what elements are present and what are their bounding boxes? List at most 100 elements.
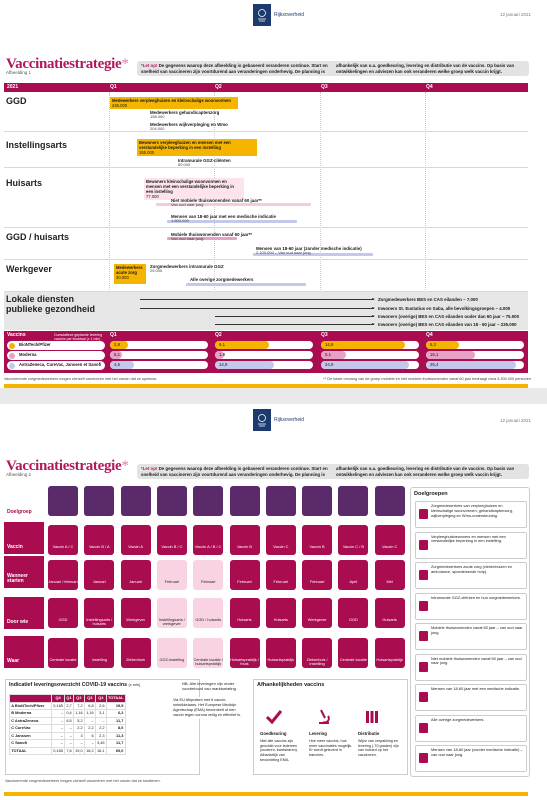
cell-vaccin: Vaccin B / C	[156, 525, 187, 555]
vaccine-pill: 2,8	[110, 341, 208, 349]
person-icon	[419, 600, 428, 611]
footer-right: ** De totale omvang van de groep mobiele…	[323, 377, 531, 381]
cell-waar: Centrale locatie	[48, 638, 78, 668]
cell-waar: GGZ-instelling	[156, 638, 187, 668]
row-label-ggd: GGD	[6, 96, 27, 106]
doelgroepen-panel: Doelgroepen Zorgmedewerkers van verpleeg…	[410, 487, 530, 777]
checkmark-icon	[265, 710, 283, 725]
cell-start: Januari / februari	[48, 560, 78, 590]
doelgroep-item: Zorgmedewerkers van verpleeghuizen en kl…	[415, 501, 527, 528]
cell-vaccin: Vaccin C / B	[338, 525, 369, 555]
page-title-2: Vaccinatiestrategie*	[6, 458, 129, 474]
vaccine-pill: 6,1	[110, 351, 208, 359]
vaccine-pill: 5,2	[426, 341, 524, 349]
cell-waar: Huisartspraktijk	[374, 638, 405, 668]
doelgroep-icon	[302, 486, 333, 516]
bar-ggd-3: Medewerkers wijkverpleging en Wmo 204.000	[150, 122, 228, 132]
table-row: A BioNTech/Pfizer 0,165 2,7 7,2 6,8 2,6 19,5	[9, 701, 126, 710]
cell-waar: Huisartspraktijk	[265, 638, 296, 668]
doelgroep-icon	[120, 486, 151, 516]
rijksoverheid-logo	[253, 4, 271, 26]
doelgroep-icon	[374, 486, 405, 516]
table-row: B Moderna –0,4 1,16 1,16 3,1 6,2	[9, 709, 126, 718]
row-instellingsarts	[4, 132, 528, 168]
leveringen-table: Q4 Q1 Q2 Q3 Q4 TOTAAL A BioNTech/Pfizer 0,165 2,…	[9, 694, 126, 755]
bar-hu-3: Mensen van 18-60 jaar met een medische i…	[171, 214, 276, 224]
cell-door: Instellingsarts / werkgever	[156, 598, 187, 628]
cell-vaccin: Vaccin B	[229, 525, 260, 555]
microscope-icon	[319, 709, 330, 724]
doelgroep-icon	[265, 486, 296, 516]
vaccine-pill: 24,9	[321, 361, 419, 369]
doelgroep-item: Mensen van 18-60 jaar met een medische i…	[415, 684, 527, 711]
row-label-ggd-huisarts: GGD / huisarts	[6, 232, 70, 242]
indicatief-note-2: Via EU Afspraken met 6 vaccin-ontwikkela…	[172, 697, 248, 719]
doelgroep-item: Mobiele thuiswonenden vanaf 60 jaar – va…	[415, 623, 527, 650]
cell-door: Huisarts	[374, 598, 405, 628]
doelgroep-item: Verpleeghuisbewoners en mensen met een v…	[415, 531, 527, 559]
cell-vaccin: Vaccin B / A	[84, 525, 115, 555]
vaccine-pill: 1,8	[215, 351, 313, 359]
rijksoverheid-logo-2	[253, 409, 271, 431]
table-row: C CureVac – –2,2 2,2 2,2 8,6	[9, 724, 126, 733]
cell-waar: Huisartspraktijk / thuis	[229, 638, 260, 668]
indicatief-note: NB: Alle leveringen zijn onder voorbehou…	[182, 681, 237, 691]
vaccine-pill: 14,9	[215, 361, 313, 369]
cell-vaccin: Vaccin A / C	[48, 525, 78, 555]
cell-door: Werkgever	[120, 598, 151, 628]
cell-vaccin: Vaccin C	[265, 525, 296, 555]
vaccine-pill: 25,4	[426, 361, 524, 369]
cell-vaccin: Vaccin A / B / C	[193, 525, 224, 555]
person-icon	[419, 539, 428, 550]
cell-start: Februari	[229, 560, 260, 590]
vials-icon	[366, 711, 378, 723]
cell-waar: Ziekenhuis	[120, 638, 151, 668]
bar-hu-1: Bewoners kleinschalige woonvormen en men…	[144, 178, 244, 201]
vaccine-pill: 4,5	[110, 361, 208, 369]
disclaimer-note: *Let op! De gegevens waarop deze afbeeld…	[137, 61, 529, 76]
cell-start: Januari	[120, 560, 151, 590]
bar-gh-2: Mensen van 18-60 jaar (zonder medische i…	[256, 246, 362, 256]
side-label: Doelgroep	[4, 485, 44, 519]
bar-lo-1: Zorgmedewerkers BES en CAS eilanden – 7.…	[378, 297, 478, 302]
bar-wg-2: Alle overige zorgmedewerkers	[190, 277, 254, 282]
bar-wg-1: Zorgmedewerkers intramurale GGZ 25.000	[150, 264, 224, 274]
cell-door: GGD / huisarts	[193, 598, 224, 628]
doelgroep-icon	[48, 486, 78, 516]
row-lokaal	[4, 292, 528, 330]
person-icon	[419, 631, 428, 641]
vaccine-pill: 5,1	[321, 351, 419, 359]
cell-door: Instellingsarts / huisarts	[84, 598, 115, 628]
doelgroep-item: Intramurale GGZ-cliënten en hun zorgmede…	[415, 592, 527, 620]
bar-lo-2: Inwoners St. Eustatius en Saba, alle bev…	[378, 306, 511, 311]
bar-hu-2: Niet mobiele thuiswonenden vanaf 60 jaar…	[171, 198, 262, 208]
page-date: 12 januari 2021	[499, 12, 531, 17]
bar-inst-2: Intramurale GGZ-cliënten 60.000	[178, 158, 231, 168]
page-date-2: 12 januari 2021	[499, 418, 531, 423]
table-row: C Sanofi – – – –3,45 11,7	[9, 739, 126, 748]
cell-vaccin: Vaccin B	[302, 525, 333, 555]
vaccine-pill: 14,9	[321, 341, 419, 349]
cell-vaccin: Vaccin A	[120, 525, 151, 555]
person-icon	[419, 570, 428, 580]
cell-start: Januari	[84, 560, 115, 590]
vaccine-pill: 15,1	[426, 351, 524, 359]
org-name-2: Rijksoverheid	[274, 417, 305, 423]
row-label-werkgever: Werkgever	[6, 264, 52, 274]
footer-left: Vaccinerende zorgmedewerkers mogen zichz…	[4, 377, 157, 381]
cell-start: Februari	[193, 560, 224, 590]
person-icon	[419, 509, 428, 519]
cell-start: April	[338, 560, 369, 590]
person-icon	[419, 692, 428, 702]
bar-lo-3: Inwoners (overige) BES en CAS eilanden o…	[378, 314, 520, 319]
doelgroep-icon	[156, 486, 187, 516]
cell-door: GGD	[48, 598, 78, 628]
row-label-huisarts: Huisarts	[6, 178, 43, 188]
cell-door: Werkgever	[302, 598, 333, 628]
row-werkgever	[4, 260, 528, 292]
person-icon	[419, 661, 428, 672]
afhankelijkheden-panel: Afhankelijkheden vaccins Goedkeuring Niet…	[253, 679, 408, 775]
disclaimer-note-2: *Let op! De gegevens waarop deze afbeeld…	[137, 464, 529, 479]
row-label-instellingsarts: Instellingsarts	[6, 140, 68, 150]
org-name: Rijksoverheid	[274, 12, 305, 18]
